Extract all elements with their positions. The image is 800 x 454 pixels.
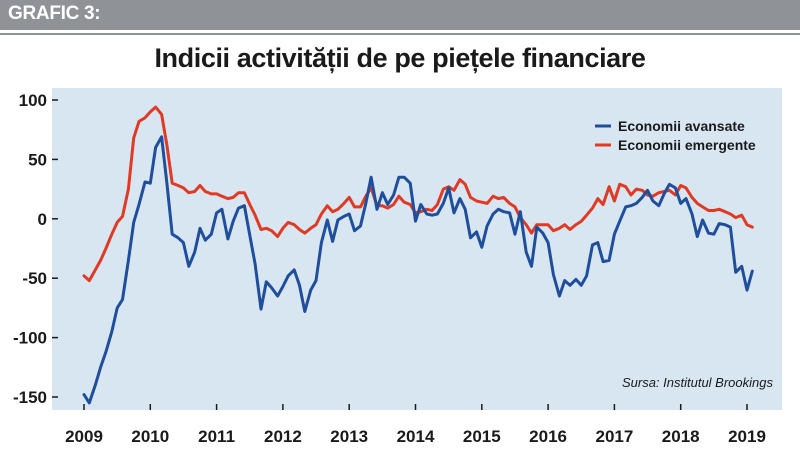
y-axis: 100 50 0 -50 -100 -150: [13, 91, 58, 407]
header-bar: GRAFIC 3:: [0, 0, 800, 30]
x-axis: 2009 2010 2011 2012 2013 2014 2015 2016 2017 2018…: [65, 404, 766, 446]
y-tick-label: -150: [13, 388, 47, 407]
x-tick-label: 2010: [131, 427, 169, 446]
y-tick-label: -100: [13, 329, 47, 348]
chart-title: Indicii activității de pe piețele financ…: [154, 43, 646, 73]
plot-area: [52, 88, 782, 410]
x-tick-label: 2018: [662, 427, 700, 446]
x-tick-label: 2014: [397, 427, 435, 446]
x-tick-label: 2019: [728, 427, 766, 446]
x-tick-label: 2015: [463, 427, 501, 446]
x-tick-label: 2013: [330, 427, 368, 446]
legend-label-advanced: Economii avansate: [618, 118, 745, 134]
x-tick-label: 2011: [198, 427, 235, 446]
legend-label-emerging: Economii emergente: [618, 137, 756, 153]
source-note: Sursa: Institutul Brookings: [622, 375, 774, 390]
x-tick-label: 2016: [529, 427, 567, 446]
figure-tag: GRAFIC 3:: [8, 3, 101, 24]
legend: Economii avansate Economii emergente: [595, 118, 756, 153]
y-tick-label: 0: [38, 210, 47, 229]
header-divider: [0, 33, 800, 35]
y-tick-label: 50: [28, 150, 47, 169]
x-tick-label: 2009: [65, 427, 103, 446]
y-tick-label: 100: [19, 91, 47, 110]
y-tick-label: -50: [22, 269, 47, 288]
x-tick-label: 2017: [595, 427, 633, 446]
series-line-advanced: [82, 135, 754, 405]
x-tick-label: 2012: [264, 427, 302, 446]
series-layer: [82, 105, 754, 405]
